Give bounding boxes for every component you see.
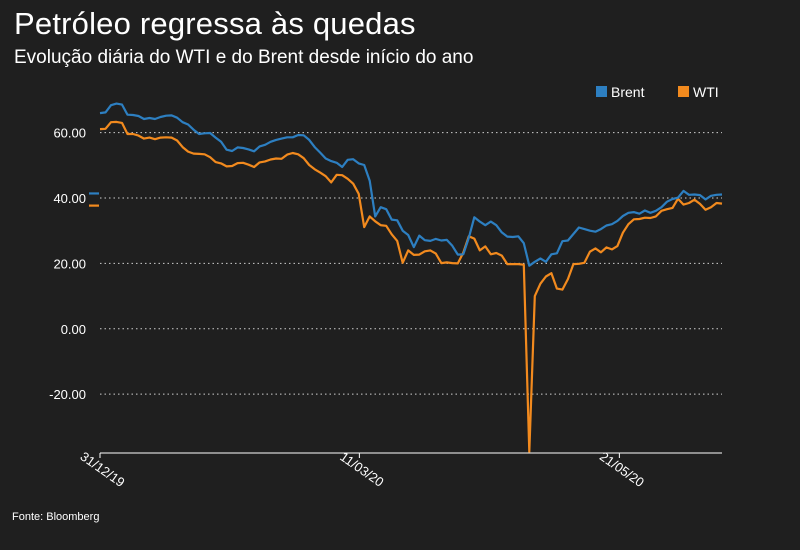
- x-axis: 31/12/19 11/03/20 21/05/20: [78, 449, 722, 490]
- y-tick-label: 40.00: [53, 191, 86, 206]
- y-tick-label: 60.00: [53, 126, 86, 141]
- legend-swatch-brent: [596, 86, 607, 97]
- source-note: Fonte: Bloomberg: [12, 511, 100, 523]
- last-value-markers: [89, 192, 99, 207]
- x-tick-label: 31/12/19: [78, 449, 128, 490]
- legend-swatch-wti: [678, 86, 689, 97]
- y-tick-label: 0.00: [61, 322, 86, 337]
- y-axis: 60.00 40.00 20.00 0.00 -20.00: [49, 126, 86, 402]
- chart-subtitle: Evolução diária do WTI e do Brent desde …: [14, 47, 474, 68]
- x-tick-label: 11/03/20: [337, 449, 386, 490]
- y-tick-label: 20.00: [53, 256, 86, 271]
- series-line-wti: [99, 120, 723, 453]
- x-tick-label: 21/05/20: [597, 449, 647, 490]
- legend-label-brent: Brent: [611, 84, 645, 100]
- chart-title: Petróleo regressa às quedas: [14, 6, 416, 41]
- series-line-brent: [99, 102, 723, 267]
- gridlines: [100, 132, 722, 395]
- legend-label-wti: WTI: [693, 84, 719, 100]
- y-tick-label: -20.00: [49, 387, 86, 402]
- legend: Brent WTI: [596, 84, 719, 100]
- series-lines: [99, 102, 723, 453]
